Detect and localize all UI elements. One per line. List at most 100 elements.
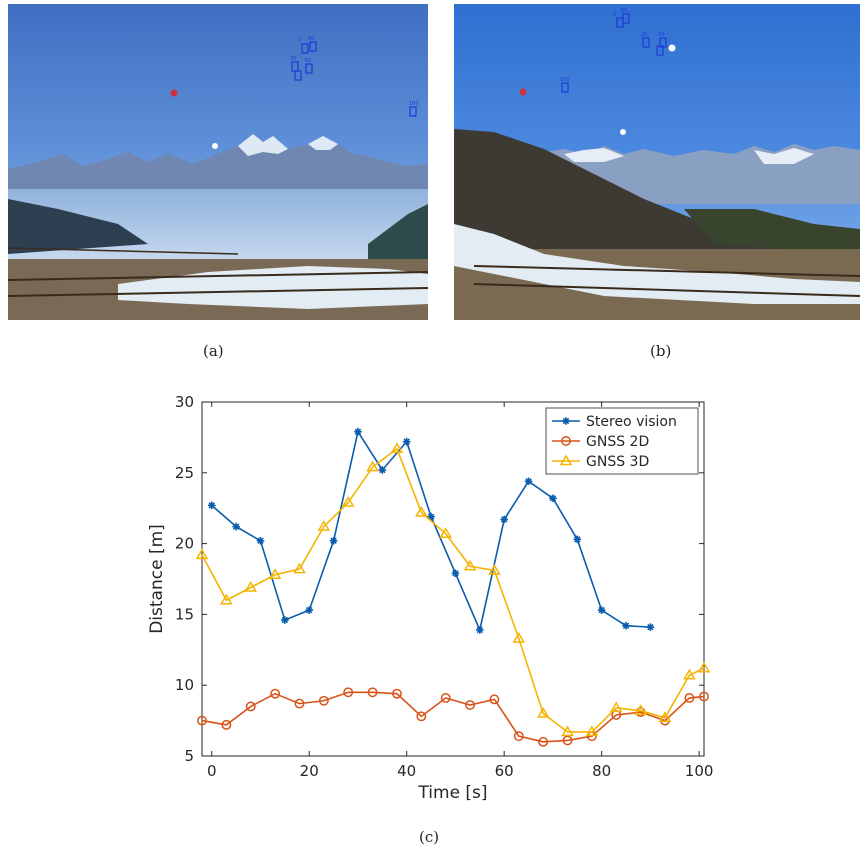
data-point [463, 559, 477, 571]
balloon-white [212, 143, 218, 149]
data-point [367, 687, 378, 698]
series-layer [195, 427, 711, 747]
legend-marker [561, 436, 571, 446]
data-point [440, 692, 451, 703]
data-point [536, 707, 550, 718]
data-point [524, 477, 533, 486]
x-tick-label: 60 [495, 762, 514, 780]
series-0 [207, 427, 655, 634]
data-point [221, 719, 232, 730]
series-2 [195, 442, 711, 737]
data-point [683, 668, 696, 680]
star-stroke [562, 417, 570, 425]
data-point [573, 535, 582, 544]
star-stroke [647, 623, 654, 631]
y-axis-label: Distance [m] [147, 524, 167, 634]
data-point [451, 569, 460, 578]
data-point [488, 564, 501, 575]
data-point [392, 688, 402, 699]
data-point [415, 505, 428, 517]
star-stroke [574, 536, 581, 543]
star-stroke [500, 516, 508, 523]
y-tick-label: 30 [175, 393, 194, 411]
snow-peaks-2 [308, 136, 338, 150]
data-point [658, 711, 672, 723]
x-tick-label: 40 [397, 762, 416, 780]
data-point [646, 623, 655, 631]
detection-box [294, 70, 302, 81]
data-point [197, 715, 207, 726]
data-point [256, 536, 265, 545]
box-label: 80 [621, 8, 627, 14]
x-tick-label: 20 [300, 762, 319, 780]
y-tick-label: 5 [184, 747, 194, 765]
data-point [270, 688, 281, 699]
star-stroke [622, 622, 630, 629]
data-point [390, 442, 404, 453]
series-line [201, 447, 705, 733]
detection-box [409, 106, 417, 117]
detection-box [301, 43, 309, 54]
photo-b-scene: 0 80 20 60 100 [454, 4, 860, 320]
caption-c: (c) [419, 828, 440, 846]
data-point [220, 593, 233, 605]
photo-a: 0 80 20 60 100 [8, 4, 428, 320]
data-point [294, 698, 305, 709]
right-hill [684, 209, 860, 254]
star-stroke [305, 606, 313, 614]
box-label: 0 [298, 37, 301, 43]
star-stroke [281, 616, 289, 624]
data-point [366, 460, 379, 472]
box-label: 80 [308, 36, 314, 42]
detection-box [305, 63, 313, 74]
box-label: 60 [658, 32, 664, 38]
balloon-red [519, 88, 527, 96]
series-line [201, 691, 705, 743]
data-point [439, 527, 453, 538]
legend-marker [559, 454, 573, 466]
plot-frame [201, 401, 705, 757]
legend-label: GNSS 3D [586, 454, 649, 470]
axes: 0 20 40 60 80 100 5 10 15 20 25 30 [175, 393, 714, 780]
caption-a: (a) [203, 342, 224, 360]
data-point [329, 536, 338, 545]
data-point [489, 694, 500, 705]
data-point [597, 606, 606, 614]
x-axis-label: Time [s] [417, 783, 487, 803]
data-point [538, 736, 549, 747]
star-stroke [476, 626, 484, 634]
star-stroke [549, 495, 557, 502]
snow-peaks [564, 148, 624, 162]
data-point [195, 548, 209, 560]
data-point [561, 725, 574, 737]
data-point [549, 494, 557, 503]
detection-box [561, 82, 569, 93]
data-point [622, 621, 630, 630]
fence-top [473, 265, 860, 277]
photo-b: 0 80 20 60 100 [454, 4, 860, 320]
data-point [465, 700, 476, 710]
snow-ground [454, 224, 860, 304]
y-tick-label: 10 [175, 676, 194, 694]
y-tick-label: 15 [175, 605, 194, 623]
balloon-white [620, 129, 626, 135]
data-point [281, 616, 289, 624]
data-point [354, 427, 362, 436]
data-point [609, 701, 623, 713]
box-label: 20 [290, 56, 296, 62]
data-point [244, 581, 258, 592]
y-tick-label: 20 [175, 535, 194, 553]
star-stroke [598, 606, 605, 614]
fence-bottom [8, 287, 428, 297]
star-stroke [232, 523, 240, 530]
data-point [245, 701, 256, 712]
data-point [207, 501, 216, 510]
y-tick-label: 25 [175, 464, 194, 482]
data-point [634, 704, 647, 715]
dark-slope-left [8, 199, 148, 254]
star-stroke [452, 570, 459, 577]
star-stroke [257, 537, 264, 544]
detection-box [659, 37, 667, 48]
data-point [293, 562, 306, 574]
star-stroke [208, 502, 215, 509]
